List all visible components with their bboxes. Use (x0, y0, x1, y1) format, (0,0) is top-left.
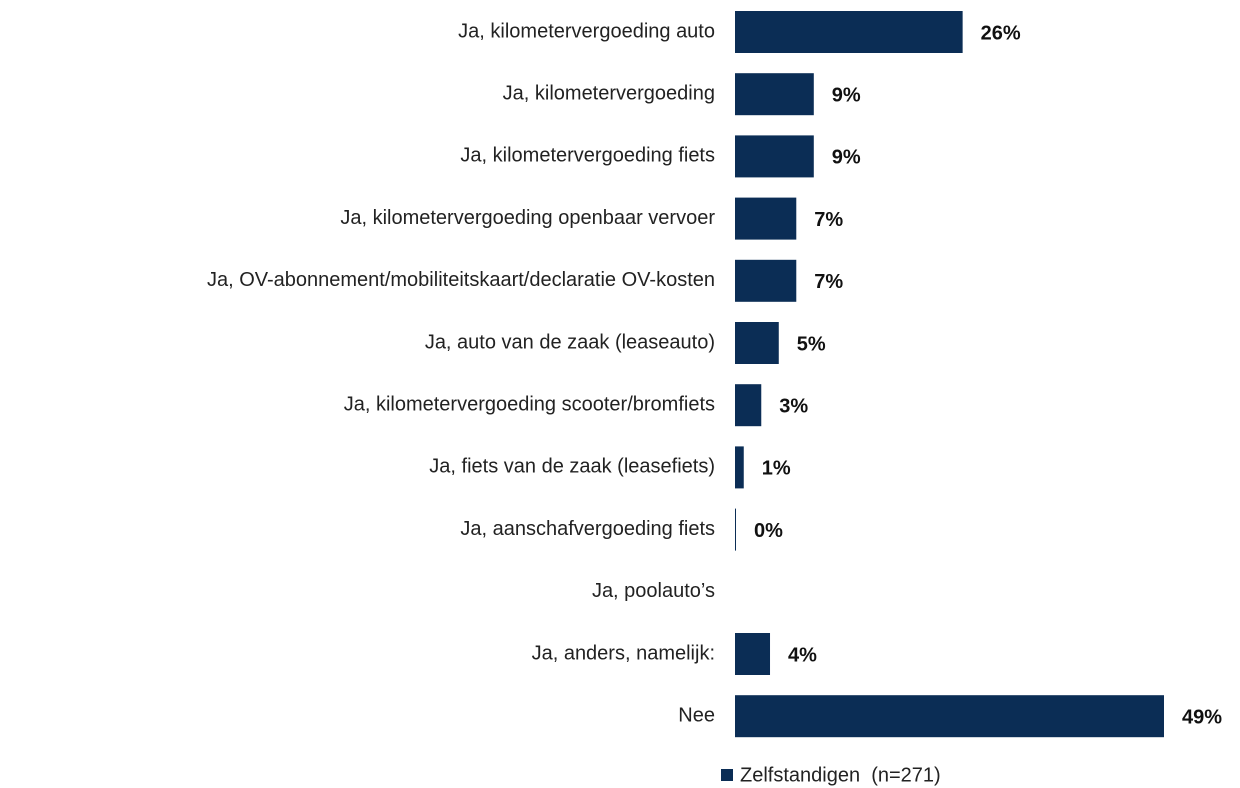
bar (735, 633, 771, 675)
category-label: Ja, kilometervergoeding openbaar vervoer (340, 207, 715, 229)
value-label: 9% (832, 147, 861, 169)
bar (735, 446, 744, 489)
value-label: 4% (788, 644, 817, 666)
bar (735, 695, 1164, 738)
category-label: Ja, aanschafvergoeding fiets (460, 518, 715, 540)
legend-label: Zelfstandigen (n=271) (740, 764, 941, 786)
category-label: Ja, kilometervergoeding (503, 82, 715, 104)
category-label: Nee (678, 704, 715, 726)
category-label: Ja, fiets van de zaak (leasefiets) (429, 456, 715, 478)
bar (735, 135, 814, 178)
bar (735, 508, 736, 551)
value-label: 3% (779, 395, 808, 417)
value-label: 7% (814, 209, 843, 231)
bar (735, 322, 779, 364)
bar (735, 11, 963, 53)
value-label: 26% (981, 22, 1021, 44)
bar (735, 73, 814, 116)
category-label: Ja, auto van de zaak (leaseauto) (425, 331, 715, 353)
value-label: 7% (814, 271, 843, 293)
bar (735, 384, 762, 427)
value-label: 9% (832, 84, 861, 106)
value-label: 0% (754, 520, 783, 542)
bar (735, 197, 797, 240)
legend-swatch (721, 769, 733, 781)
category-label: Ja, kilometervergoeding fiets (460, 145, 715, 167)
category-label: Ja, anders, namelijk: (532, 642, 715, 664)
category-label: Ja, kilometervergoeding auto (458, 20, 715, 42)
bar (735, 259, 797, 302)
value-label: 5% (797, 333, 826, 355)
category-label: Ja, poolauto’s (592, 580, 715, 602)
category-label: Ja, kilometervergoeding scooter/bromfiet… (344, 393, 715, 415)
category-label: Ja, OV-abonnement/mobiliteitskaart/decla… (207, 269, 715, 291)
value-label: 1% (762, 458, 791, 480)
value-label: 49% (1182, 706, 1222, 728)
